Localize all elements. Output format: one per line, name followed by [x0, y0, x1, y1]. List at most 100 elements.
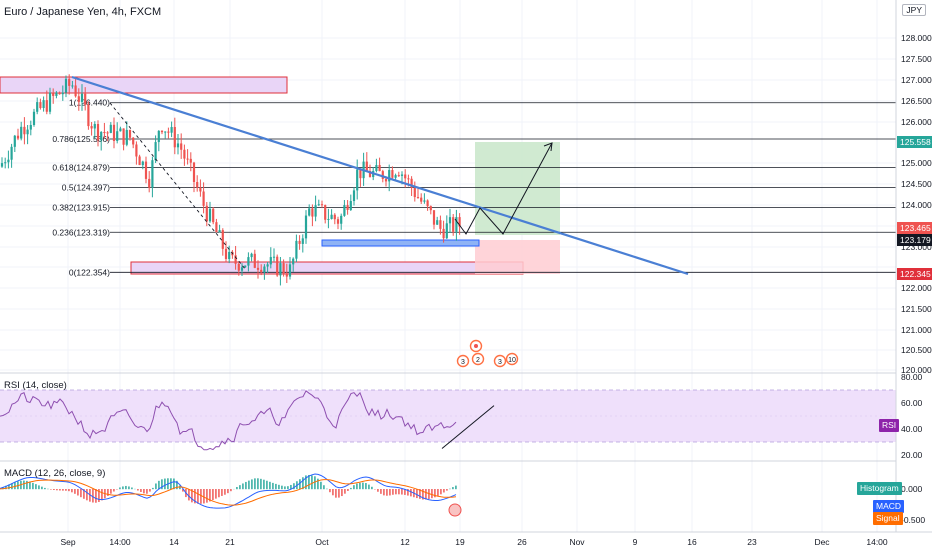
arrow-head — [543, 142, 553, 152]
histogram-bar — [380, 489, 382, 494]
candle-body — [330, 214, 333, 219]
histogram-bar — [257, 478, 259, 490]
candle-body — [4, 162, 7, 164]
rsi-line — [0, 390, 457, 451]
candle-body — [234, 255, 237, 264]
symbol-title[interactable]: Euro / Japanese Yen, 4h, FXCM — [4, 6, 162, 18]
candle-body — [416, 197, 420, 199]
macd-label[interactable]: MACD (12, 26, close, 9) — [4, 468, 106, 479]
candle-body — [93, 123, 96, 129]
histogram-bar — [50, 489, 52, 490]
rsi-label[interactable]: RSI (14, close) — [4, 380, 67, 391]
histogram-bar — [263, 479, 265, 490]
histogram-bar — [443, 489, 445, 493]
candle-body — [20, 126, 23, 139]
event-badge — [456, 354, 470, 368]
histogram-bar — [119, 487, 121, 490]
time-tick: 26 — [517, 537, 527, 547]
histogram-bar — [311, 475, 313, 490]
candle-body — [116, 131, 119, 141]
time-tick: 16 — [687, 537, 697, 547]
candle-body — [432, 210, 436, 225]
time-tick: 23 — [747, 537, 757, 547]
candle-body — [426, 200, 429, 207]
histogram-bar — [251, 479, 253, 490]
candle-body — [77, 96, 80, 102]
candle-body — [202, 191, 205, 206]
histogram-bar — [65, 489, 67, 491]
time-tick: Nov — [569, 537, 585, 547]
histogram-bar — [395, 489, 397, 495]
candle-body — [189, 158, 192, 163]
event-count: 3 — [461, 359, 465, 366]
price-tick: 124.000 — [901, 200, 932, 210]
histogram-bar — [410, 489, 412, 497]
histogram-bar — [434, 489, 436, 498]
candle-body — [442, 228, 445, 239]
candle-body — [119, 128, 122, 132]
candle-body — [32, 111, 36, 125]
histogram-bar — [284, 486, 286, 490]
price-tag — [897, 222, 932, 234]
candle-body — [164, 131, 167, 133]
candle-body — [196, 181, 199, 188]
histogram-bar — [278, 484, 280, 490]
histogram-bar — [68, 489, 70, 492]
candle-body — [244, 265, 247, 268]
event-count: 2 — [476, 357, 480, 364]
histogram-bar — [440, 489, 442, 495]
histogram-bar — [182, 489, 184, 492]
candle-body — [100, 131, 103, 141]
drawing-lines — [71, 75, 689, 276]
price-tick: 120.500 — [901, 345, 932, 355]
histogram-bar — [44, 487, 46, 490]
macd-tag: MACD — [873, 500, 905, 513]
candle-body — [55, 92, 58, 96]
candle-body — [448, 217, 452, 224]
candle-body — [42, 100, 45, 109]
histogram-bar — [173, 478, 175, 490]
rsi-tick: 60.00 — [901, 398, 923, 408]
candle-body — [301, 238, 304, 244]
stop-loss-zone — [475, 240, 560, 274]
candle-body — [112, 124, 116, 141]
histogram-bar — [164, 478, 166, 490]
candle-body — [272, 256, 276, 258]
histogram-bar — [203, 489, 205, 504]
crossover-marker — [448, 503, 462, 517]
rsi-tick: 20.00 — [901, 450, 923, 460]
price-tag-label: 123.465 — [900, 223, 931, 233]
histogram-bar — [62, 489, 64, 491]
histogram-bar — [281, 485, 283, 490]
price-tag-label: 122.345 — [900, 269, 931, 279]
histogram-bar — [38, 485, 40, 490]
candle-body — [247, 257, 250, 266]
histogram-bar — [344, 489, 346, 494]
histogram-bar — [404, 489, 406, 495]
histogram-bar — [398, 489, 400, 495]
candle-body — [58, 92, 61, 95]
histogram-bar — [224, 489, 226, 495]
fib-label: 0.382(123.915) — [52, 203, 110, 213]
histogram-bar — [23, 480, 25, 490]
histogram-bar — [209, 489, 211, 502]
histogram-bar — [407, 489, 409, 496]
candle-body — [400, 174, 404, 176]
candle-body — [452, 217, 455, 232]
candle-body — [96, 123, 100, 141]
candle-body — [224, 248, 228, 260]
candle-body — [186, 158, 189, 160]
price-tag — [897, 136, 932, 148]
candle-body — [68, 78, 71, 86]
currency-badge[interactable]: JPY — [902, 4, 926, 16]
fib-label: 0.5(124.397) — [62, 183, 110, 193]
histogram-bar — [35, 484, 37, 490]
candle-body — [151, 160, 154, 188]
candle-body — [36, 102, 39, 112]
histogram-bar — [11, 483, 13, 490]
price-tick: 128.000 — [901, 33, 932, 43]
time-tick: 14:00 — [109, 537, 131, 547]
histogram-bar — [341, 489, 343, 497]
